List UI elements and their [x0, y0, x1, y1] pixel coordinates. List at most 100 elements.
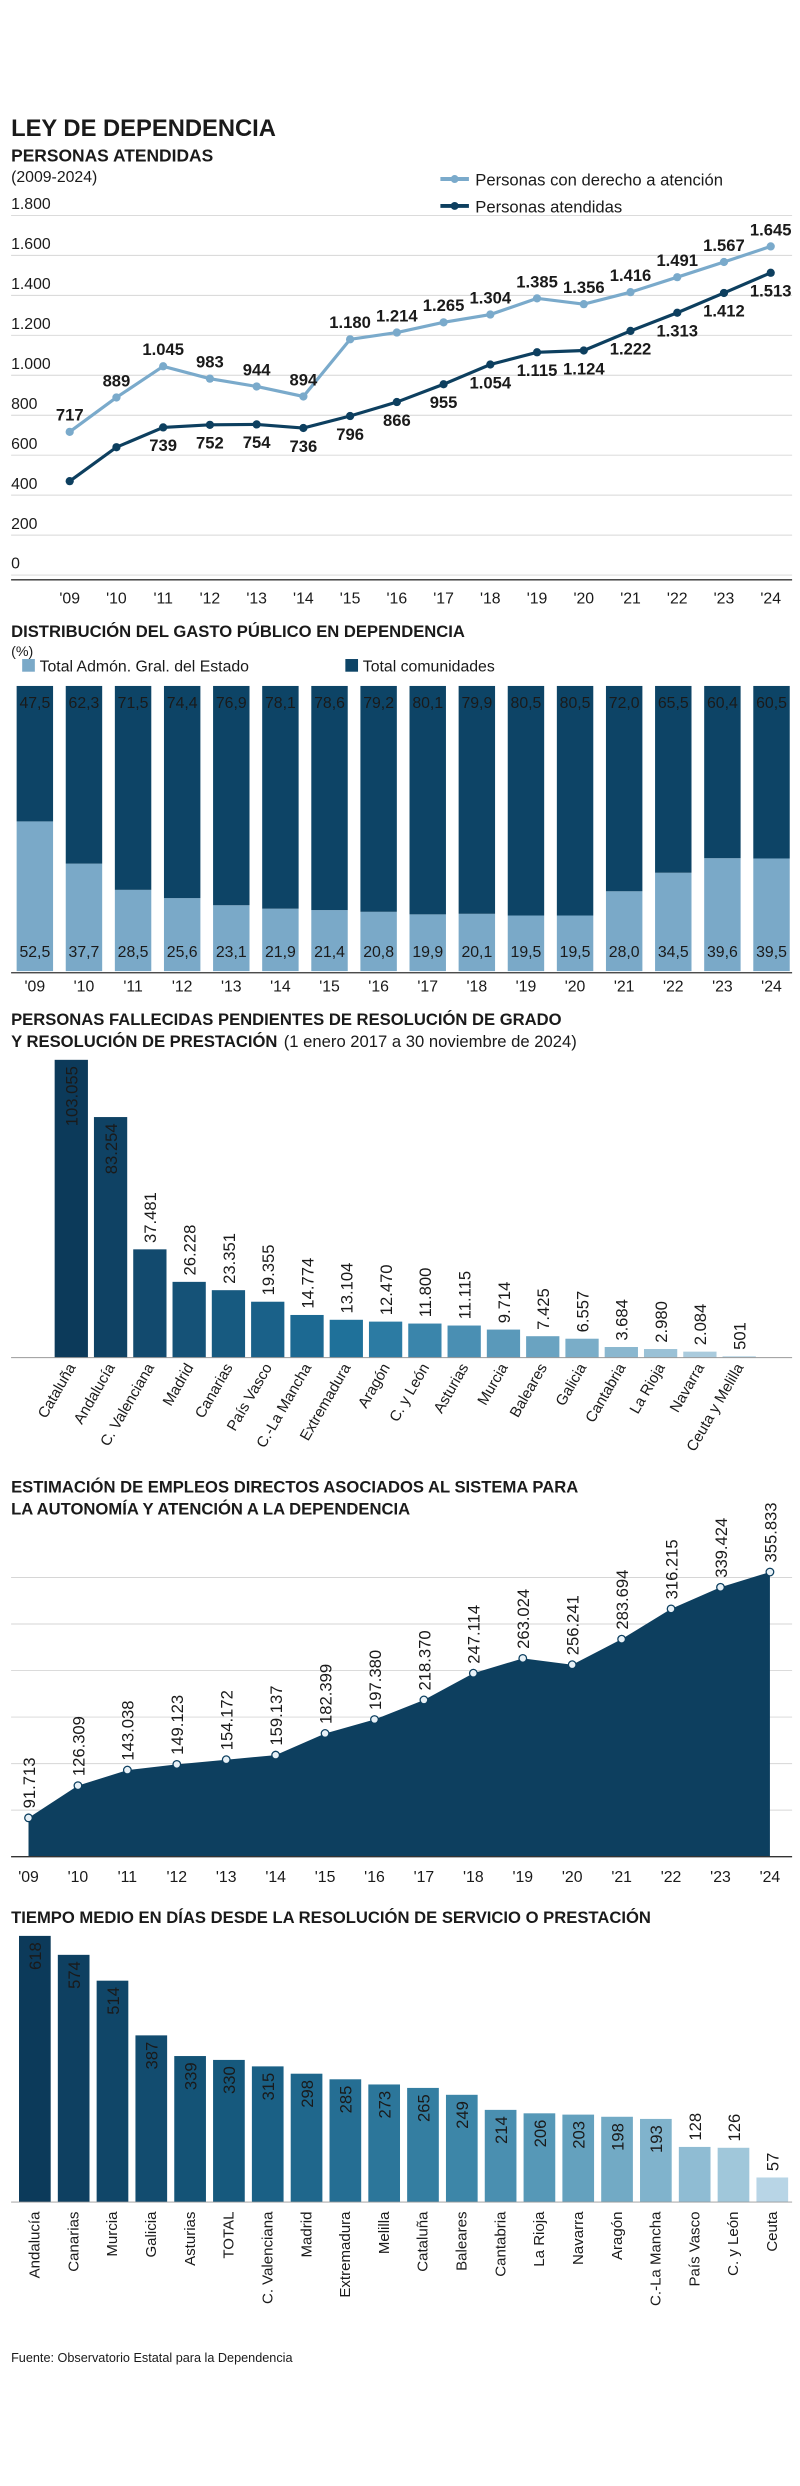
bar-segment [458, 913, 496, 972]
data-label: 78,1 [265, 695, 296, 712]
bar [368, 2084, 401, 2203]
bar-segment [262, 908, 299, 972]
data-point [626, 288, 635, 297]
data-point [468, 1668, 478, 1678]
data-label: 1.416 [610, 266, 652, 285]
legend-swatch [345, 659, 359, 672]
bar [407, 2087, 439, 2203]
data-label: 78,6 [314, 695, 345, 712]
x-tick-label: Andalucía [27, 2211, 44, 2278]
chart-title: PERSONAS ATENDIDAS [11, 146, 213, 166]
x-tick-label: La Rioja [627, 1360, 670, 1417]
bar-segment [556, 915, 594, 972]
x-tick-label: '15 [319, 979, 340, 996]
bar [329, 2079, 362, 2203]
bar-segment [605, 685, 643, 892]
series-line [68, 271, 772, 483]
x-tick-label: '09 [59, 591, 80, 608]
data-label: 283.694 [613, 1570, 632, 1630]
data-point [299, 423, 308, 433]
bar [211, 1290, 246, 1358]
x-tick-label: Navarra [570, 2211, 587, 2265]
bar [523, 2113, 556, 2203]
data-label: 983 [196, 353, 224, 372]
data-label: 206 [531, 2120, 550, 2148]
data-point [73, 1781, 83, 1791]
bar [640, 2118, 672, 2203]
data-label: 1.304 [470, 288, 512, 307]
chart-subtitle: (2009-2024) [11, 169, 97, 186]
x-tick-label: C.-La Mancha [648, 2211, 665, 2306]
x-tick-label: '21 [614, 979, 635, 996]
data-label: 80,5 [560, 695, 591, 712]
bar [643, 1349, 678, 1358]
bar-segment [65, 685, 103, 864]
data-label: 316.215 [662, 1539, 681, 1599]
data-point [532, 348, 542, 357]
data-label: 39,5 [756, 944, 787, 961]
bar [565, 1338, 599, 1358]
data-label: 79,9 [461, 695, 492, 712]
x-tick-label: '15 [315, 1869, 336, 1886]
y-tick-label: 1.400 [11, 276, 51, 293]
data-point [345, 411, 355, 421]
bar-segment [655, 872, 692, 972]
data-label: 57 [764, 2153, 783, 2172]
x-tick-label: Baleares [507, 1361, 551, 1421]
data-label: 218.370 [415, 1630, 434, 1690]
data-point [716, 1582, 725, 1592]
x-tick-label: '20 [573, 591, 594, 608]
data-label: 37,7 [69, 944, 100, 961]
bar [445, 2094, 478, 2203]
bar [93, 1117, 128, 1358]
x-tick-label: '20 [565, 979, 586, 996]
data-label: 19,5 [560, 944, 591, 961]
data-label: 52,5 [19, 944, 50, 961]
data-label: 1.412 [703, 302, 745, 321]
page-title: LEY DE DEPENDENCIA [11, 115, 276, 142]
data-label: 1.567 [703, 236, 745, 255]
bar-segment [114, 889, 152, 972]
data-point [486, 360, 495, 369]
data-point [252, 420, 261, 429]
x-tick-label: C. y León [725, 2212, 742, 2276]
data-point [439, 380, 448, 389]
x-tick-label: Extremadura [337, 2211, 354, 2298]
data-point [666, 1604, 676, 1614]
x-tick-label: '22 [667, 591, 688, 608]
x-tick-label: Madrid [298, 2212, 315, 2258]
x-tick-label: Galicia [553, 1360, 591, 1409]
data-point [271, 1750, 281, 1760]
x-tick-label: '17 [414, 1869, 435, 1886]
x-tick-label: '24 [761, 979, 782, 996]
data-point [518, 1653, 528, 1663]
data-label: 34,5 [658, 944, 689, 961]
data-label: 889 [103, 371, 131, 390]
x-tick-label: '18 [480, 591, 501, 608]
y-tick-label: 1.000 [11, 356, 51, 373]
x-tick-label: '12 [200, 591, 221, 608]
data-label: 739 [149, 436, 177, 455]
data-label: 866 [383, 411, 411, 430]
chart-subtitle: (%) [11, 644, 33, 660]
data-label: 80,5 [511, 695, 542, 712]
x-tick-label: País Vasco [686, 2212, 703, 2287]
bar [54, 1059, 88, 1358]
bar [678, 2146, 711, 2203]
x-tick-label: '12 [172, 979, 193, 996]
x-tick-label: '16 [368, 979, 389, 996]
bar [526, 1336, 560, 1358]
data-point [766, 268, 775, 277]
x-tick-label: '16 [364, 1869, 385, 1886]
legend-label: Total Admón. Gral. del Estado [40, 659, 250, 676]
bar [717, 2147, 750, 2203]
data-label: 247.114 [465, 1605, 484, 1664]
source: Fuente: Observatorio Estatal para la Dep… [11, 2351, 293, 2365]
data-label: 60,4 [707, 695, 738, 712]
y-tick-label: 800 [11, 396, 38, 413]
bar [19, 1935, 51, 2203]
data-label: 20,1 [461, 944, 492, 961]
bar [290, 1314, 324, 1358]
data-label: 1.385 [516, 272, 558, 291]
